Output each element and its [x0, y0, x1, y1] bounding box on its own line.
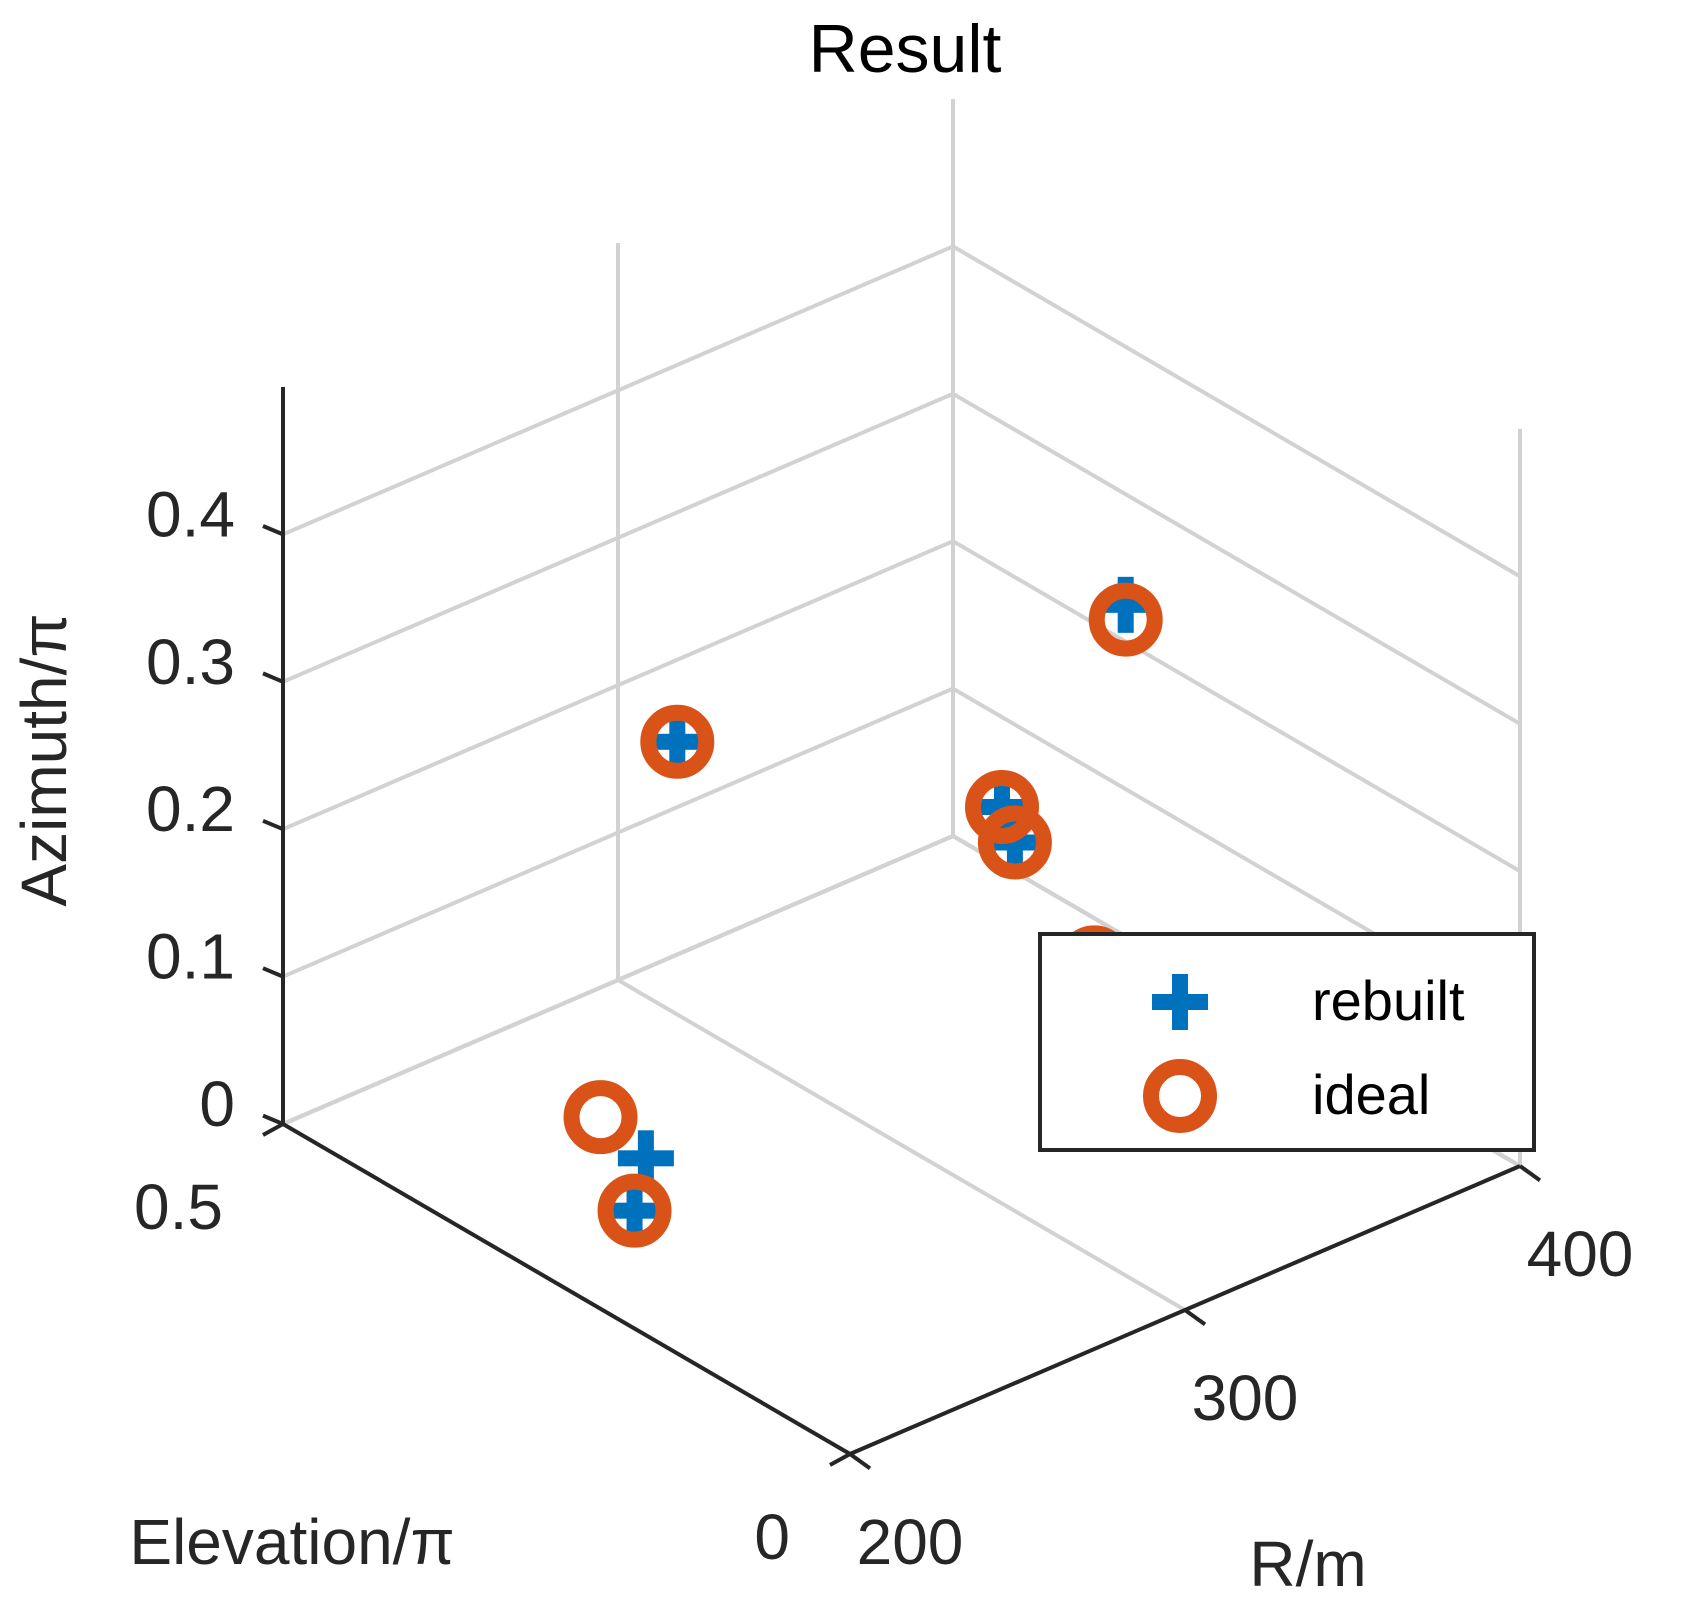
rebuilt-point-2-v [669, 713, 686, 770]
grid-wall-az-right-3 [951, 392, 1522, 726]
x-tick-label-1: 300 [1192, 1362, 1299, 1434]
ideal-point-3 [977, 805, 1052, 880]
z-tick-2 [262, 818, 284, 832]
ideal-point-0 [563, 1080, 638, 1155]
y-tick-label-0: 0 [754, 1501, 790, 1573]
grid-wall-az-left-0 [282, 834, 954, 1126]
ideal-point-1 [597, 1173, 672, 1248]
z-tick-0 [262, 1113, 284, 1126]
x-tick-2 [1518, 1164, 1542, 1183]
ideal-point-6 [1088, 582, 1163, 657]
grid-wall-az-left-4 [282, 244, 954, 537]
legend-label-ideal: ideal [1312, 1063, 1430, 1126]
grid-wall-az-right-2 [951, 539, 1522, 873]
legend-marker-ideal [1143, 1059, 1217, 1133]
legend: rebuilt ideal [1038, 932, 1536, 1152]
rebuilt-point-2 [649, 713, 706, 770]
x-tick-label-0: 200 [857, 1506, 964, 1578]
chart-title: Result [809, 11, 1002, 87]
z-tick-3 [262, 671, 284, 684]
z-tick-4 [262, 524, 284, 537]
grid-wall-az-left-2 [282, 539, 954, 832]
y-axis-label: Elevation/π [129, 1506, 454, 1578]
x-tick-label-2: 400 [1527, 1218, 1634, 1290]
z-tick-label-4: 0.4 [146, 478, 235, 550]
z-tick-label-2: 0.2 [146, 773, 235, 845]
y-axis-line [281, 1122, 852, 1456]
grid [281, 99, 1522, 1456]
legend-plus [1152, 974, 1208, 1030]
z-tick-label-3: 0.3 [146, 626, 235, 698]
legend-box [1038, 932, 1536, 1152]
ideal-point-5 [965, 770, 1039, 844]
y-tick-label-1: 0.5 [134, 1171, 223, 1243]
x-axis-label: R/m [1249, 1528, 1366, 1600]
legend-circle [1143, 1059, 1217, 1133]
legend-plus-v [1172, 974, 1188, 1030]
x-tick-0 [848, 1452, 872, 1471]
rebuilt-point-0 [617, 1130, 674, 1187]
rebuilt-point-1-v [626, 1182, 643, 1239]
z-axis-label: Azimuth/π [8, 613, 80, 906]
y-tick-1 [262, 1122, 284, 1137]
z-tick-label-1: 0.1 [146, 921, 235, 993]
grid-wall-az-left-1 [282, 686, 954, 979]
grid-floor-r-1 [616, 978, 1187, 1312]
legend-marker-rebuilt [1152, 974, 1208, 1030]
rebuilt-point-0-v [637, 1130, 654, 1187]
ticks: 0 0.1 0.2 0.3 0.4 200 300 400 0 0.5 [134, 478, 1633, 1578]
legend-label-rebuilt: rebuilt [1312, 969, 1465, 1032]
rebuilt-point-1 [606, 1182, 663, 1239]
z-tick-label-0: 0 [199, 1068, 235, 1140]
z-tick-1 [262, 966, 284, 979]
grid-wall-az-left-3 [282, 391, 954, 684]
ideal-point-2 [640, 704, 715, 779]
y-tick-0 [829, 1452, 851, 1467]
grid-wall-az-right-4 [951, 244, 1522, 579]
x-tick-1 [1183, 1308, 1207, 1327]
axes [281, 387, 1521, 1456]
